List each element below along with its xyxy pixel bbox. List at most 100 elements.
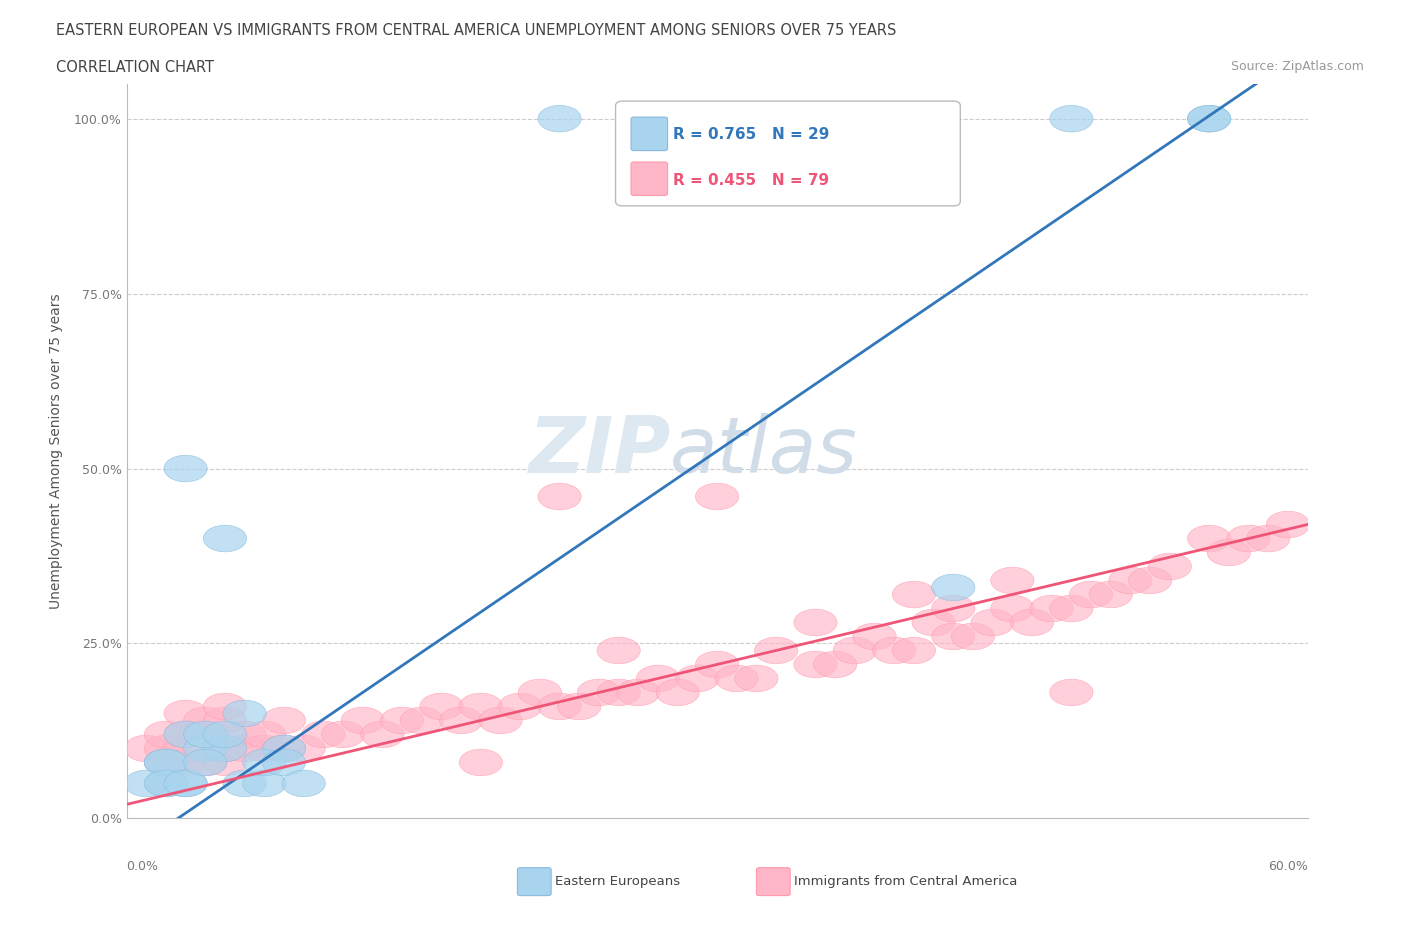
Text: R = 0.455   N = 79: R = 0.455 N = 79: [673, 173, 830, 188]
Ellipse shape: [853, 623, 896, 650]
Ellipse shape: [676, 665, 718, 692]
Text: ZIP: ZIP: [527, 413, 669, 489]
Ellipse shape: [696, 484, 738, 510]
Ellipse shape: [912, 609, 955, 636]
Ellipse shape: [1070, 581, 1112, 608]
Ellipse shape: [598, 679, 640, 706]
Ellipse shape: [794, 609, 837, 636]
Ellipse shape: [657, 679, 699, 706]
Ellipse shape: [165, 456, 207, 482]
Ellipse shape: [204, 735, 246, 762]
Ellipse shape: [598, 637, 640, 664]
Ellipse shape: [1050, 105, 1092, 132]
Ellipse shape: [401, 707, 443, 734]
Ellipse shape: [342, 707, 384, 734]
Ellipse shape: [204, 721, 246, 748]
Ellipse shape: [165, 770, 207, 797]
Ellipse shape: [932, 623, 974, 650]
Ellipse shape: [972, 609, 1014, 636]
Ellipse shape: [165, 721, 207, 748]
Ellipse shape: [1129, 567, 1171, 593]
Ellipse shape: [204, 693, 246, 720]
Ellipse shape: [952, 623, 994, 650]
Ellipse shape: [617, 679, 659, 706]
Text: 0.0%: 0.0%: [127, 860, 159, 873]
Ellipse shape: [204, 525, 246, 551]
Ellipse shape: [932, 574, 974, 601]
Text: Source: ZipAtlas.com: Source: ZipAtlas.com: [1230, 60, 1364, 73]
Text: Eastern Europeans: Eastern Europeans: [555, 875, 681, 888]
Ellipse shape: [184, 735, 226, 762]
Ellipse shape: [361, 721, 404, 748]
Y-axis label: Unemployment Among Seniors over 75 years: Unemployment Among Seniors over 75 years: [49, 293, 63, 609]
Ellipse shape: [224, 700, 266, 726]
Ellipse shape: [184, 707, 226, 734]
Ellipse shape: [145, 721, 187, 748]
Ellipse shape: [1031, 595, 1073, 622]
Ellipse shape: [243, 735, 285, 762]
Ellipse shape: [322, 721, 364, 748]
Ellipse shape: [125, 770, 167, 797]
Ellipse shape: [145, 770, 187, 797]
Ellipse shape: [1050, 679, 1092, 706]
Ellipse shape: [893, 637, 935, 664]
Ellipse shape: [283, 770, 325, 797]
Ellipse shape: [519, 679, 561, 706]
Ellipse shape: [755, 637, 797, 664]
Ellipse shape: [735, 665, 778, 692]
Ellipse shape: [460, 750, 502, 776]
Ellipse shape: [932, 595, 974, 622]
Ellipse shape: [224, 735, 266, 762]
Ellipse shape: [165, 770, 207, 797]
Ellipse shape: [538, 693, 581, 720]
Ellipse shape: [1109, 567, 1152, 593]
Ellipse shape: [834, 637, 876, 664]
Ellipse shape: [224, 770, 266, 797]
Ellipse shape: [1188, 105, 1230, 132]
Ellipse shape: [263, 735, 305, 762]
Ellipse shape: [1011, 609, 1053, 636]
Ellipse shape: [479, 707, 522, 734]
Ellipse shape: [1188, 105, 1230, 132]
Ellipse shape: [1247, 525, 1289, 551]
Ellipse shape: [893, 581, 935, 608]
Text: 60.0%: 60.0%: [1268, 860, 1308, 873]
Ellipse shape: [184, 750, 226, 776]
Ellipse shape: [1050, 595, 1092, 622]
Ellipse shape: [716, 665, 758, 692]
Ellipse shape: [558, 693, 600, 720]
Ellipse shape: [538, 484, 581, 510]
Text: CORRELATION CHART: CORRELATION CHART: [56, 60, 214, 75]
Ellipse shape: [184, 721, 226, 748]
Ellipse shape: [243, 770, 285, 797]
Ellipse shape: [991, 567, 1033, 593]
Text: atlas: atlas: [669, 413, 858, 489]
Ellipse shape: [224, 721, 266, 748]
Ellipse shape: [145, 735, 187, 762]
Ellipse shape: [873, 637, 915, 664]
Ellipse shape: [1227, 525, 1270, 551]
Ellipse shape: [184, 721, 226, 748]
Ellipse shape: [125, 735, 167, 762]
Ellipse shape: [243, 750, 285, 776]
Ellipse shape: [420, 693, 463, 720]
Ellipse shape: [145, 750, 187, 776]
Ellipse shape: [1188, 525, 1230, 551]
Ellipse shape: [165, 700, 207, 726]
Ellipse shape: [538, 105, 581, 132]
Ellipse shape: [696, 105, 738, 132]
Ellipse shape: [302, 721, 344, 748]
Text: R = 0.765   N = 29: R = 0.765 N = 29: [673, 126, 830, 142]
Ellipse shape: [381, 707, 423, 734]
Ellipse shape: [1208, 539, 1250, 565]
Ellipse shape: [145, 770, 187, 797]
Ellipse shape: [834, 105, 876, 132]
Ellipse shape: [204, 750, 246, 776]
Ellipse shape: [204, 707, 246, 734]
Ellipse shape: [637, 665, 679, 692]
Ellipse shape: [499, 693, 541, 720]
Ellipse shape: [263, 750, 305, 776]
Ellipse shape: [165, 750, 207, 776]
Ellipse shape: [578, 679, 620, 706]
Text: EASTERN EUROPEAN VS IMMIGRANTS FROM CENTRAL AMERICA UNEMPLOYMENT AMONG SENIORS O: EASTERN EUROPEAN VS IMMIGRANTS FROM CENT…: [56, 23, 897, 38]
